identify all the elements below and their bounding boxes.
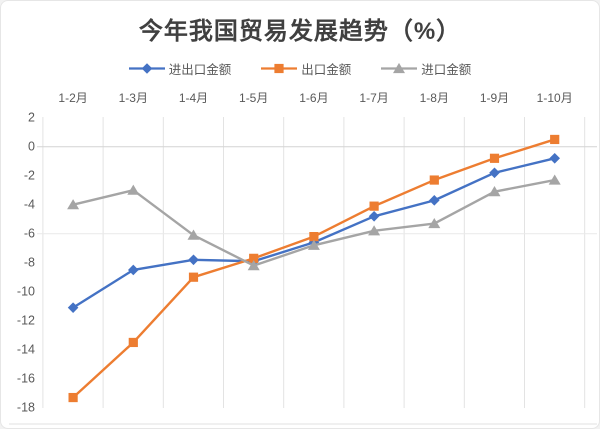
x-axis-category-label: 1-7月 — [359, 91, 388, 105]
triangle-legend-icon — [381, 62, 418, 74]
y-axis-tick-label: 0 — [28, 140, 35, 154]
square-marker — [274, 63, 284, 74]
triangle-marker — [127, 184, 140, 195]
x-axis-category-label: 1-5月 — [239, 91, 268, 105]
legend-item-1: 出口金额 — [261, 59, 351, 78]
square-marker — [550, 134, 560, 145]
x-axis-category-label: 1-3月 — [119, 91, 148, 105]
series-triangle — [67, 174, 561, 271]
y-axis-tick-label: -16 — [17, 372, 35, 386]
legend-item-2: 进口金额 — [381, 59, 471, 78]
square-marker — [249, 253, 259, 263]
diamond-marker — [549, 153, 560, 164]
square-marker — [128, 337, 138, 348]
x-axis-category-label: 1-4月 — [179, 91, 208, 105]
y-axis-tick-label: -18 — [17, 401, 35, 415]
triangle-marker — [548, 174, 561, 185]
diamond-marker — [128, 264, 139, 276]
diamond-marker — [368, 211, 380, 222]
diamond-marker — [141, 63, 153, 74]
y-axis-tick-label: -8 — [24, 256, 35, 270]
y-axis-tick-label: -2 — [24, 169, 35, 183]
legend-label: 进口金额 — [421, 63, 472, 77]
series-line-2 — [72, 178, 555, 267]
square-marker — [309, 232, 319, 242]
y-axis-tick-label: -14 — [17, 343, 35, 357]
chart-title: 今年我国贸易发展趋势（%） — [138, 18, 462, 45]
diamond-marker — [188, 254, 199, 266]
triangle-marker — [428, 217, 441, 229]
square-marker — [188, 272, 199, 282]
y-axis-tick-label: -10 — [17, 285, 35, 299]
y-axis-tick-label: 2 — [28, 111, 35, 125]
triangle-marker — [307, 239, 320, 250]
x-axis-category-label: 1-9月 — [480, 91, 509, 105]
series-square — [68, 134, 560, 403]
x-axis-category-label: 1-8月 — [420, 91, 449, 105]
x-axis-category-label: 1-10月 — [537, 91, 573, 105]
y-axis-tick-label: -4 — [24, 198, 35, 212]
x-axis-category-label: 1-6月 — [299, 91, 328, 105]
triangle-marker — [368, 225, 381, 236]
diamond-marker — [67, 302, 79, 313]
square-legend-icon — [261, 63, 298, 74]
legend-label: 出口金额 — [301, 63, 352, 77]
legend-label: 进出口金额 — [168, 63, 232, 77]
diamond-marker — [429, 195, 440, 206]
diamond-marker — [489, 167, 500, 179]
square-marker — [68, 392, 78, 403]
chart-legend: 进出口金额 出口金额 进口金额 — [1, 59, 599, 78]
legend-item-0: 进出口金额 — [128, 59, 232, 78]
square-marker — [489, 153, 500, 163]
triangle-marker — [488, 186, 501, 197]
square-marker — [429, 175, 439, 185]
triangle-marker — [393, 62, 406, 74]
y-axis-tick-label: -12 — [17, 314, 35, 328]
triangle-marker — [67, 199, 80, 210]
y-axis-tick-label: -6 — [24, 227, 35, 241]
diamond-legend-icon — [128, 63, 165, 74]
triangle-marker — [247, 260, 260, 271]
square-marker — [369, 201, 379, 211]
triangle-marker — [187, 229, 200, 240]
x-axis-category-label: 1-2月 — [58, 91, 87, 105]
